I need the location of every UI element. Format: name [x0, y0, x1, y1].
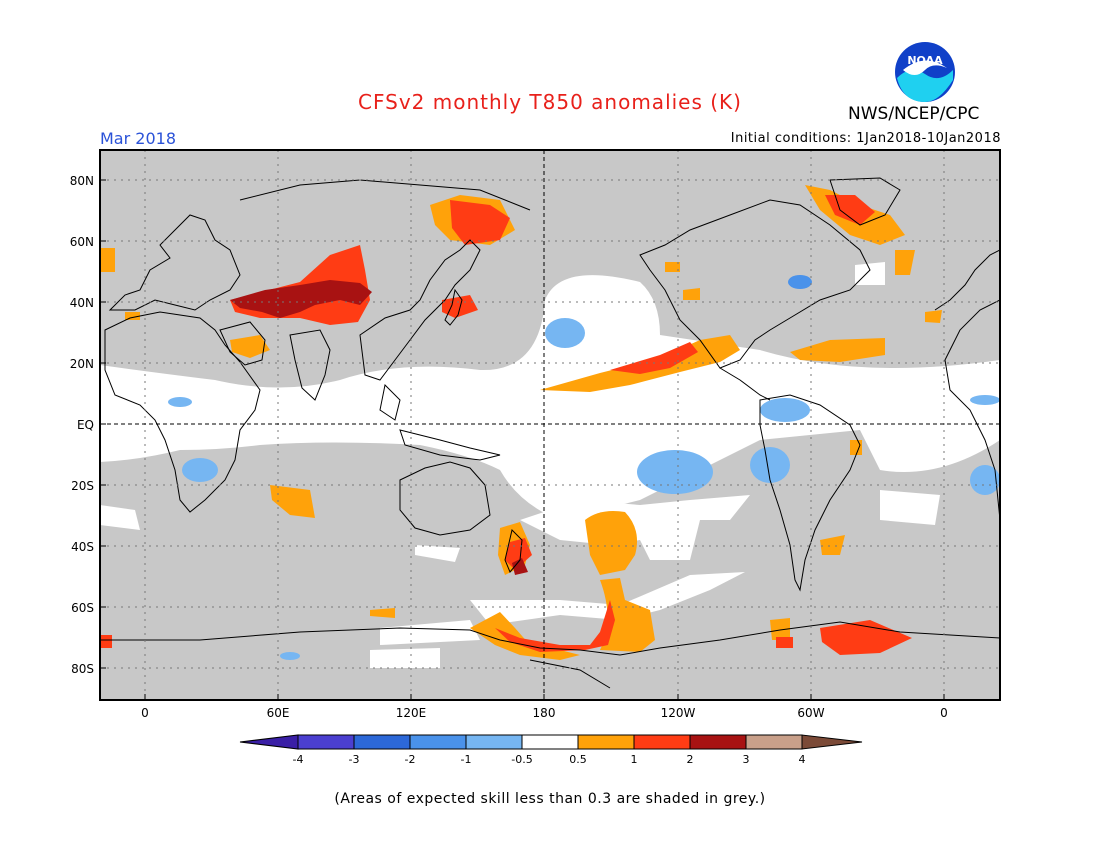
cold-anomaly-us-east	[788, 275, 812, 289]
colorbar-label: -2	[405, 753, 416, 766]
colorbar-label: 1	[631, 753, 638, 766]
lat-label-80s: 80S	[71, 662, 94, 676]
lon-label-0-east: 0	[940, 706, 948, 720]
colorbar-label: -4	[293, 753, 304, 766]
colorbar-bin	[521, 734, 579, 750]
colorbar-bin	[353, 734, 411, 750]
lat-label-20s: 20S	[71, 479, 94, 493]
neutral-regions	[100, 262, 1000, 668]
coastlines	[100, 177, 1000, 689]
lat-label-60s: 60S	[71, 601, 94, 615]
colorbar-bin	[577, 734, 635, 750]
colorbar: -4 -3 -2 -1 -0.5 0.5 1 2 3 4	[239, 734, 863, 766]
colorbar-bin	[633, 734, 691, 750]
skill-footnote: (Areas of expected skill less than 0.3 a…	[334, 791, 766, 807]
colorbar-label: -1	[461, 753, 472, 766]
lon-label-60e: 60E	[267, 706, 290, 720]
colorbar-bin	[465, 734, 523, 750]
warm-anomalies-2-to-3	[230, 280, 528, 575]
lat-label-60n: 60N	[70, 235, 94, 249]
lon-label-60w: 60W	[797, 706, 824, 720]
lon-label-0-west: 0	[141, 706, 149, 720]
colorbar-bin	[745, 734, 803, 750]
colorbar-bin	[409, 734, 467, 750]
logo-text: NOAA	[907, 54, 943, 67]
colorbar-label: 2	[687, 753, 694, 766]
colorbar-label: 4	[799, 753, 806, 766]
initial-conditions-label: Initial conditions: 1Jan2018-10Jan2018	[730, 131, 1001, 146]
lat-label-eq: EQ	[77, 418, 94, 432]
colorbar-label: 0.5	[569, 753, 587, 766]
valid-month-label: Mar 2018	[100, 129, 176, 148]
colorbar-label: -3	[349, 753, 360, 766]
lat-label-20n: 20N	[70, 357, 94, 371]
lon-label-120e: 120E	[396, 706, 427, 720]
graticule	[100, 150, 1000, 700]
colorbar-label: 3	[743, 753, 750, 766]
colorbar-bin	[689, 734, 747, 750]
noaa-logo: NOAA	[895, 42, 955, 102]
lon-label-120w: 120W	[661, 706, 696, 720]
lat-label-80n: 80N	[70, 174, 94, 188]
map-frame	[99, 149, 1001, 701]
lat-label-40n: 40N	[70, 296, 94, 310]
colorbar-arrow-high	[801, 734, 863, 750]
cold-anomalies	[168, 318, 1000, 660]
map-title: CFSv2 monthly T850 anomalies (K)	[358, 90, 742, 114]
colorbar-label: -0.5	[511, 753, 532, 766]
lat-label-40s: 40S	[71, 540, 94, 554]
colorbar-bin	[297, 734, 355, 750]
organization-label: NWS/NCEP/CPC	[848, 104, 980, 124]
lon-label-180: 180	[533, 706, 556, 720]
colorbar-arrow-low	[239, 734, 299, 750]
tick-marks	[100, 179, 945, 700]
